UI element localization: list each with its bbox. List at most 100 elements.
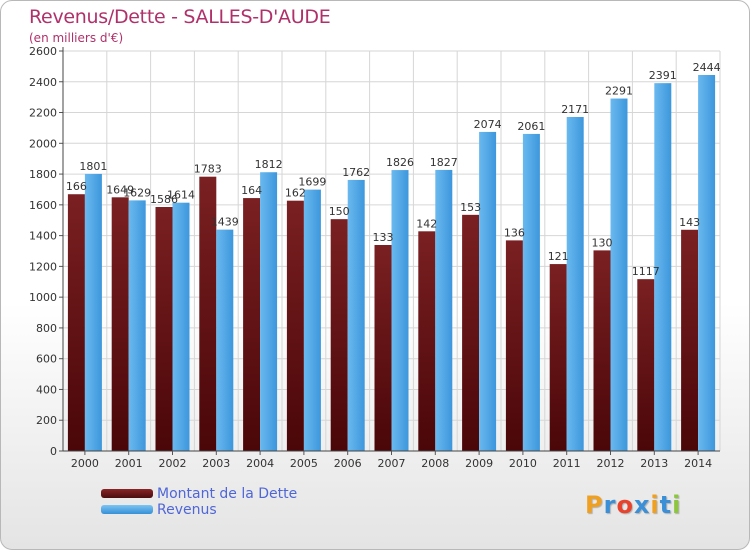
value-label-revenus: 1801 bbox=[79, 160, 107, 173]
bar-revenus bbox=[172, 202, 190, 451]
x-tick-label: 2002 bbox=[159, 457, 187, 470]
y-tick-label: 2400 bbox=[29, 76, 57, 89]
x-tick-label: 2010 bbox=[509, 457, 537, 470]
value-label-revenus: 1762 bbox=[342, 166, 370, 179]
logo-letter: i bbox=[650, 491, 660, 519]
bar-dette bbox=[505, 240, 523, 451]
bar-revenus bbox=[566, 117, 584, 451]
value-label-revenus: 1439 bbox=[211, 216, 239, 229]
legend-swatch-revenus bbox=[101, 505, 153, 514]
x-tick-label: 2014 bbox=[684, 457, 712, 470]
legend-item-revenus: Revenus bbox=[101, 502, 381, 519]
value-label-dette: 143 bbox=[679, 216, 700, 229]
value-label-dette: 1117 bbox=[632, 265, 660, 278]
value-label-revenus: 1827 bbox=[430, 156, 458, 169]
bar-dette bbox=[330, 219, 348, 451]
bars-layer bbox=[67, 75, 716, 452]
x-tick-label: 2007 bbox=[378, 457, 406, 470]
bar-dette bbox=[637, 279, 655, 451]
y-tick-label: 400 bbox=[36, 383, 57, 396]
bar-dette bbox=[286, 200, 304, 451]
logo-letter: x bbox=[633, 491, 651, 519]
value-label-revenus: 1629 bbox=[123, 186, 151, 199]
bar-dette bbox=[374, 245, 392, 451]
bar-revenus bbox=[216, 229, 234, 451]
x-tick-label: 2003 bbox=[202, 457, 230, 470]
y-tick-label: 1000 bbox=[29, 291, 57, 304]
value-label-revenus: 2291 bbox=[605, 85, 633, 98]
value-label-dette: 1586 bbox=[150, 193, 178, 206]
y-tick-label: 1600 bbox=[29, 199, 57, 212]
bar-revenus bbox=[84, 173, 102, 451]
legend-item-dette: Montant de la Dette bbox=[101, 486, 381, 503]
bar-revenus bbox=[610, 98, 628, 452]
y-tick-label: 1200 bbox=[29, 260, 57, 273]
bar-revenus bbox=[654, 83, 672, 452]
chart-title: Revenus/Dette - SALLES-D'AUDE bbox=[29, 6, 331, 28]
value-label-revenus: 2061 bbox=[517, 120, 545, 133]
value-label-dette: 133 bbox=[373, 231, 394, 244]
x-tick-label: 2004 bbox=[246, 457, 274, 470]
value-label-dette: 162 bbox=[285, 187, 306, 200]
value-label-revenus: 2391 bbox=[649, 69, 677, 82]
x-tick-label: 2012 bbox=[597, 457, 625, 470]
y-tick-label: 1400 bbox=[29, 230, 57, 243]
bar-dette bbox=[462, 214, 480, 451]
chart-subtitle: (en milliers d'€) bbox=[29, 31, 124, 45]
x-tick-label: 2005 bbox=[290, 457, 318, 470]
x-tick-label: 2000 bbox=[71, 457, 99, 470]
logo-letter: P bbox=[585, 491, 604, 519]
bar-dette bbox=[418, 231, 436, 451]
legend-label-dette: Montant de la Dette bbox=[157, 486, 298, 502]
logo-letter: i bbox=[672, 491, 682, 519]
x-tick-label: 2013 bbox=[640, 457, 668, 470]
axis-layer: 0 200 400 600 800 1000 1200 1400 1600 1800 2000 220… bbox=[29, 45, 720, 470]
x-tick-label: 2008 bbox=[421, 457, 449, 470]
x-tick-label: 2001 bbox=[115, 457, 143, 470]
value-label-dette: 150 bbox=[329, 205, 350, 218]
y-tick-label: 1800 bbox=[29, 168, 57, 181]
value-label-dette: 142 bbox=[416, 217, 437, 230]
y-tick-label: 0 bbox=[50, 445, 57, 458]
proxiti-logo: Proxiti bbox=[585, 491, 681, 519]
bar-revenus bbox=[435, 169, 453, 451]
bar-revenus bbox=[479, 131, 497, 451]
bar-dette bbox=[199, 176, 217, 451]
bar-dette bbox=[243, 198, 261, 451]
bar-dette bbox=[155, 207, 173, 451]
value-label-revenus: 2171 bbox=[561, 103, 589, 116]
bar-dette bbox=[549, 264, 567, 451]
value-label-revenus: 1812 bbox=[255, 158, 283, 171]
value-label-dette: 1649 bbox=[106, 183, 134, 196]
value-label-dette: 1783 bbox=[194, 163, 222, 176]
bar-revenus bbox=[391, 170, 409, 452]
logo-letter: t bbox=[659, 491, 673, 519]
legend-swatch-dette bbox=[101, 489, 153, 498]
logo-letter: r bbox=[603, 491, 617, 519]
x-tick-label: 2011 bbox=[553, 457, 581, 470]
bar-dette bbox=[681, 229, 699, 451]
legend-label-revenus: Revenus bbox=[157, 502, 217, 518]
logo-letter: o bbox=[616, 491, 634, 519]
bar-revenus bbox=[260, 172, 278, 451]
value-label-revenus: 1699 bbox=[298, 176, 326, 189]
bar-revenus bbox=[303, 189, 321, 451]
value-label-dette: 136 bbox=[504, 226, 525, 239]
bar-revenus bbox=[522, 133, 540, 451]
value-label-dette: 166 bbox=[66, 180, 87, 193]
y-tick-label: 2600 bbox=[29, 45, 57, 58]
y-tick-label: 2200 bbox=[29, 107, 57, 120]
y-tick-label: 800 bbox=[36, 322, 57, 335]
value-label-dette: 153 bbox=[460, 201, 481, 214]
x-tick-label: 2006 bbox=[334, 457, 362, 470]
x-tick-label: 2009 bbox=[465, 457, 493, 470]
bar-revenus bbox=[347, 179, 365, 451]
bar-dette bbox=[111, 197, 129, 451]
bar-revenus bbox=[128, 200, 146, 451]
value-label-revenus: 2074 bbox=[474, 118, 502, 131]
y-tick-label: 600 bbox=[36, 353, 57, 366]
bar-dette bbox=[593, 250, 611, 451]
